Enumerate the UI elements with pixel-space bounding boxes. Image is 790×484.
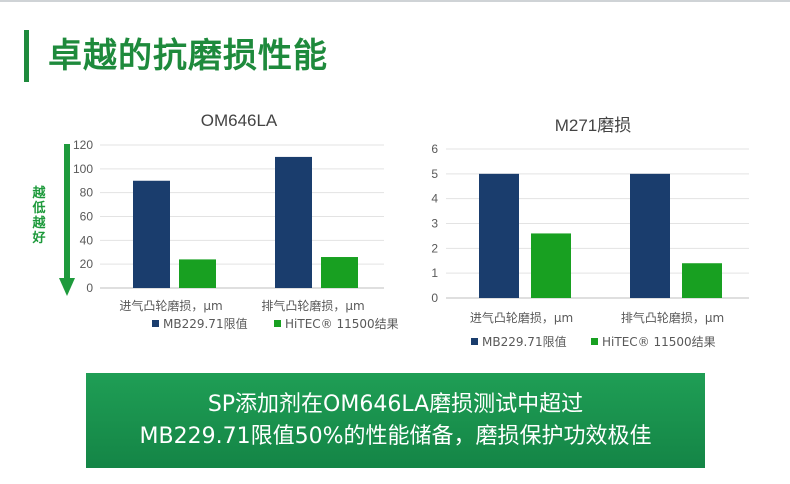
page-title: 卓越的抗磨损性能 xyxy=(48,36,328,76)
bar xyxy=(133,180,170,288)
legend-swatch xyxy=(274,320,281,327)
lower-is-better-arrow-icon xyxy=(59,144,75,296)
y-tick-label: 20 xyxy=(80,257,94,271)
legend-label: MB229.71限值 xyxy=(482,334,567,349)
category-label: 进气凸轮磨损，μm xyxy=(470,310,573,325)
y-tick-label: 120 xyxy=(73,138,93,152)
legend-swatch xyxy=(591,338,598,345)
bar xyxy=(321,257,358,288)
y-tick-label: 6 xyxy=(431,142,438,156)
legend-swatch xyxy=(471,338,478,345)
y-tick-label: 100 xyxy=(73,162,93,176)
y-tick-label: 0 xyxy=(431,291,438,305)
legend-label: MB229.71限值 xyxy=(163,316,248,331)
chart-2-title: M271磨损 xyxy=(554,116,632,135)
banner-line-1: SP添加剂在OM646LA磨损测试中超过 xyxy=(207,391,584,417)
y-tick-label: 3 xyxy=(431,217,438,231)
y-tick-label: 1 xyxy=(431,266,438,280)
legend-label: HiTEC® 11500结果 xyxy=(602,335,716,349)
y-tick-label: 4 xyxy=(431,192,438,206)
chart-1-title: OM646LA xyxy=(200,111,278,130)
bar xyxy=(531,233,571,298)
y-tick-label: 60 xyxy=(80,210,94,224)
chart-om646la: 0 20 40 60 80 100 120 进气凸轮磨损，μm 排气凸轮磨损，μm MB229.7… xyxy=(73,138,399,331)
y-tick-label: 0 xyxy=(86,281,93,295)
lower-is-better-label: 越低越好 xyxy=(32,186,46,246)
y-tick-label: 5 xyxy=(431,167,438,181)
category-label: 进气凸轮磨损，μm xyxy=(119,298,222,313)
category-label: 排气凸轮磨损，μm xyxy=(621,310,724,325)
bar xyxy=(630,173,670,298)
legend-swatch xyxy=(152,320,159,327)
bar xyxy=(179,259,216,288)
category-label: 排气凸轮磨损，μm xyxy=(261,298,364,313)
bar xyxy=(479,173,519,298)
chart-m271: 0 1 2 3 4 5 6 进气凸轮磨损，μm 排气凸轮磨损，μm MB229.71限值 HiTEC… xyxy=(431,142,749,349)
legend-label: HiTEC® 11500结果 xyxy=(285,317,399,331)
top-border xyxy=(0,0,790,2)
summary-banner: SP添加剂在OM646LA磨损测试中超过 MB229.71限值50%的性能储备，… xyxy=(86,373,705,468)
y-tick-label: 80 xyxy=(80,186,94,200)
y-tick-label: 40 xyxy=(80,233,94,247)
banner-line-2: MB229.71限值50%的性能储备，磨损保护功效极佳 xyxy=(139,423,652,449)
bar xyxy=(682,263,722,298)
bar xyxy=(275,156,312,288)
title-accent-bar xyxy=(24,30,29,82)
y-tick-label: 2 xyxy=(431,241,438,255)
